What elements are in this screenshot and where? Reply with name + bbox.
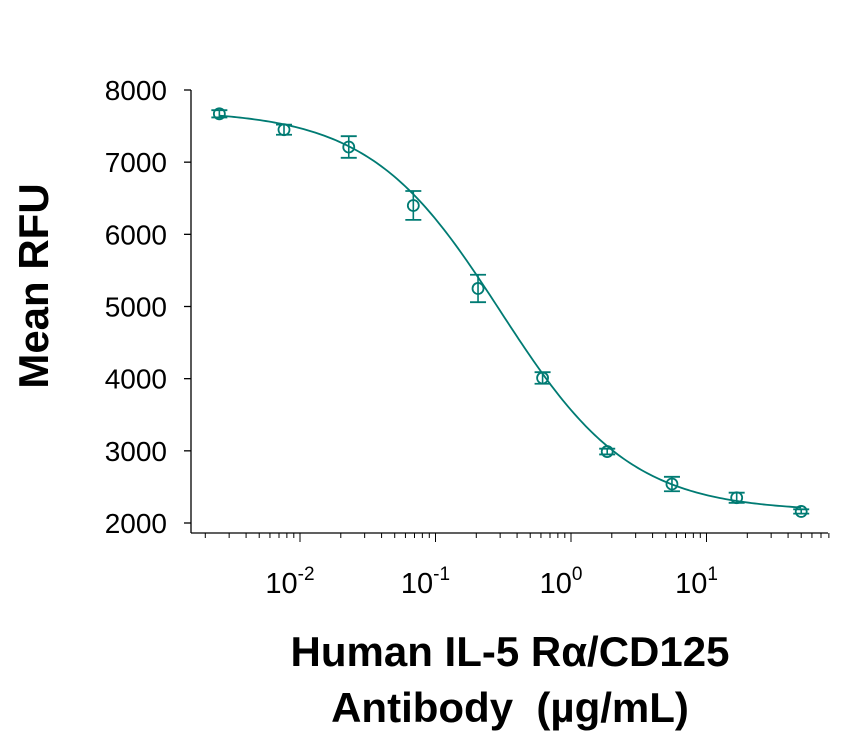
y-tick-label: 3000 [105,436,167,467]
fit-curve [219,114,802,509]
x-tick-label: 10-1 [401,564,450,600]
marker-open-circle [794,505,808,518]
data-point [599,445,616,458]
marker-open-circle [406,199,420,212]
marker-open-circle [342,140,356,154]
data-point [793,505,810,518]
marker-open-circle [600,445,614,458]
data-point [534,371,551,385]
marker-open-circle [730,491,744,505]
y-tick-label: 5000 [105,292,167,323]
marker-open-circle [536,371,549,385]
data-point [663,475,680,493]
y-tick-label: 6000 [105,219,167,250]
y-tick-label: 4000 [105,364,167,395]
marker-open-circle [665,477,679,491]
y-axis: 2000 3000 4000 5000 6000 7000 8000 [105,75,192,539]
marker-open-circle [471,282,485,295]
x-axis-title-line-2: Antibody (µg/mL) [331,684,689,731]
x-tick-label: 100 [540,564,583,600]
y-axis-title: Mean RFU [10,183,57,388]
marker-open-circle [212,107,226,121]
y-tick-label: 7000 [105,147,167,178]
data-point [728,491,745,505]
y-tick-label: 8000 [105,75,167,106]
x-axis: 10-2 10-1 100 101 [191,532,830,600]
data-points [211,107,810,518]
marker-open-circle [277,123,291,137]
x-tick-label: 101 [675,564,718,600]
data-point [405,190,422,221]
y-tick-label: 2000 [105,508,167,539]
data-point [211,107,228,121]
x-axis-title-line-1: Human IL-5 Rα/CD125 [291,628,730,675]
data-point [340,135,357,159]
data-point [276,123,293,137]
data-point [470,273,487,304]
x-tick-label: 10-2 [265,564,314,600]
